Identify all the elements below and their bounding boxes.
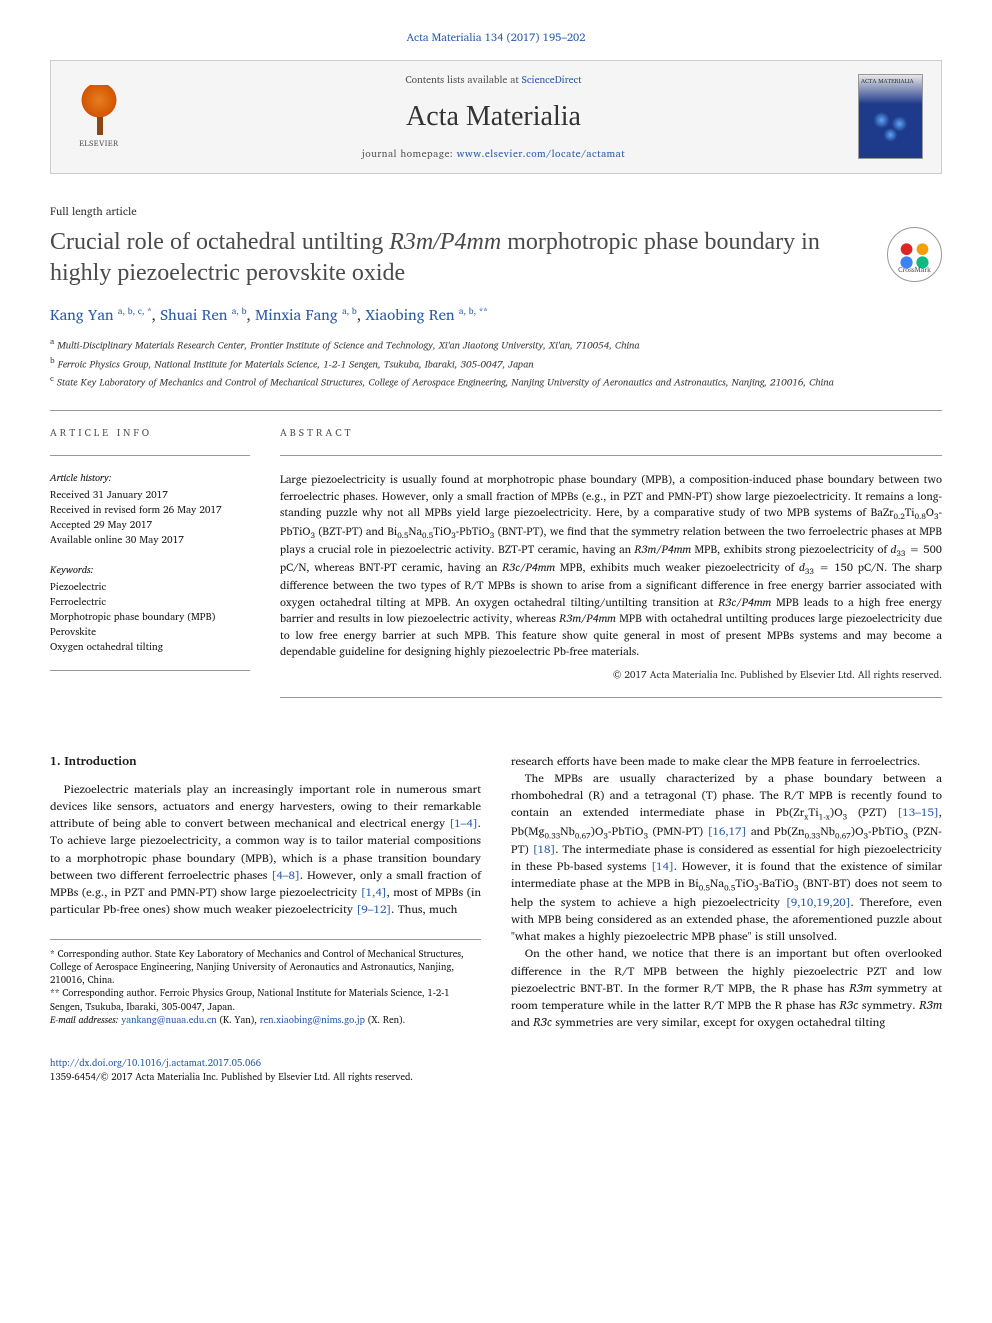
section-heading: 1. Introduction — [50, 753, 481, 771]
contents-prefix: Contents lists available at — [405, 72, 521, 88]
history-block: Article history: Received 31 January 201… — [50, 471, 250, 548]
doi-link[interactable]: http://dx.doi.org/10.1016/j.actamat.2017… — [50, 1056, 261, 1071]
affiliations: a Multi-Disciplinary Materials Research … — [50, 335, 942, 390]
abstract-column: ABSTRACT Large piezoelectricity is usual… — [280, 426, 942, 712]
authors: Kang Yan a, b, c, *, Shuai Ren a, b, Min… — [50, 304, 942, 325]
journal-banner: ELSEVIER Contents lists available at Sci… — [50, 60, 942, 173]
body-paragraph: The MPBs are usually characterized by a … — [511, 770, 942, 946]
abstract-header: ABSTRACT — [280, 426, 942, 440]
ref-link[interactable]: [9–12] — [356, 900, 391, 919]
author-link[interactable]: Xiaobing Ren — [365, 302, 454, 327]
email-who: (X. Ren). — [368, 1013, 405, 1028]
keyword: Morphotropic phase boundary (MPB) — [50, 610, 250, 625]
divider — [50, 670, 250, 671]
article-type: Full length article — [50, 204, 942, 219]
issn-copyright: 1359-6454/© 2017 Acta Materialia Inc. Pu… — [50, 1070, 413, 1085]
ref-link[interactable]: [4–8] — [271, 866, 299, 885]
author-link[interactable]: Kang Yan — [50, 302, 114, 327]
author-aff: a, b, c, * — [118, 303, 152, 318]
footnotes: * Corresponding author. State Key Labora… — [50, 939, 481, 1028]
affiliation-text: Ferroic Physics Group, National Institut… — [58, 356, 534, 372]
history-label: Article history: — [50, 471, 250, 486]
homepage-prefix: journal homepage: — [362, 146, 457, 162]
email-link[interactable]: ren.xiaobing@nims.go.jp — [260, 1013, 365, 1028]
divider — [280, 455, 942, 456]
crossmark-label: CrossMark — [898, 266, 931, 276]
author-aff: a, b, ** — [459, 303, 488, 318]
ref-link[interactable]: [13–15] — [897, 803, 938, 822]
body-paragraph: Piezoelectric materials play an increasi… — [50, 781, 481, 919]
ref-link[interactable]: [14] — [651, 857, 674, 876]
citation-header: Acta Materialia 134 (2017) 195–202 — [50, 30, 942, 45]
journal-name: Acta Materialia — [149, 97, 838, 136]
keyword: Perovskite — [50, 625, 250, 640]
elsevier-logo: ELSEVIER — [69, 82, 129, 152]
title-row: Crucial role of octahedral untilting R3m… — [50, 227, 942, 289]
homepage-line: journal homepage: www.elsevier.com/locat… — [149, 147, 838, 161]
keyword: Piezoelectric — [50, 580, 250, 595]
contents-line: Contents lists available at ScienceDirec… — [149, 73, 838, 87]
title-part-1: Crucial role of octahedral untilting — [50, 229, 389, 255]
keyword: Ferroelectric — [50, 595, 250, 610]
body-columns: 1. Introduction Piezoelectric materials … — [50, 753, 942, 1032]
ref-link[interactable]: [9,10,19,20] — [786, 893, 851, 912]
banner-center: Contents lists available at ScienceDirec… — [149, 73, 838, 160]
affiliation-a: a Multi-Disciplinary Materials Research … — [50, 335, 942, 353]
affiliation-text: Multi-Disciplinary Materials Research Ce… — [57, 338, 639, 354]
received-date: Received 31 January 2017 — [50, 488, 250, 503]
article-info-header: ARTICLE INFO — [50, 426, 250, 440]
affiliation-b: b Ferroic Physics Group, National Instit… — [50, 354, 942, 372]
footnote-corresponding-2: ** Corresponding author. Ferroic Physics… — [50, 987, 481, 1014]
email-label: E-mail addresses: — [50, 1013, 118, 1028]
ref-link[interactable]: [1,4] — [361, 883, 387, 902]
page-footer: http://dx.doi.org/10.1016/j.actamat.2017… — [50, 1057, 942, 1086]
ref-link[interactable]: [1–4] — [449, 814, 477, 833]
email-who: (K. Yan), — [219, 1013, 256, 1028]
divider — [280, 697, 942, 698]
title-part-italic: R3m/P4mm — [389, 229, 501, 255]
footnote-emails: E-mail addresses: yankang@nuaa.edu.cn (K… — [50, 1014, 481, 1027]
ref-link[interactable]: [16,17] — [708, 822, 747, 841]
homepage-link[interactable]: www.elsevier.com/locate/actamat — [457, 146, 626, 162]
accepted-date: Accepted 29 May 2017 — [50, 518, 250, 533]
body-paragraph: research efforts have been made to make … — [511, 753, 942, 770]
body-paragraph: On the other hand, we notice that there … — [511, 945, 942, 1031]
keyword: Oxygen octahedral tilting — [50, 640, 250, 655]
abstract-text: Large piezoelectricity is usually found … — [280, 471, 942, 659]
author-link[interactable]: Shuai Ren — [160, 302, 227, 327]
footnote-corresponding-1: * Corresponding author. State Key Labora… — [50, 948, 481, 988]
author-link[interactable]: Minxia Fang — [255, 302, 338, 327]
affiliation-text: State Key Laboratory of Mechanics and Co… — [57, 374, 834, 390]
article-title: Crucial role of octahedral untilting R3m… — [50, 227, 867, 289]
ref-link[interactable]: [18] — [533, 840, 556, 859]
divider — [50, 410, 942, 411]
affiliation-c: c State Key Laboratory of Mechanics and … — [50, 372, 942, 390]
elsevier-tree-icon — [74, 85, 124, 135]
author-aff: a, b — [232, 303, 247, 318]
keywords-label: Keywords: — [50, 563, 250, 578]
abstract-copyright: © 2017 Acta Materialia Inc. Published by… — [280, 668, 942, 682]
keywords-block: Keywords: Piezoelectric Ferroelectric Mo… — [50, 563, 250, 655]
email-link[interactable]: yankang@nuaa.edu.cn — [121, 1013, 216, 1028]
body-column-left: 1. Introduction Piezoelectric materials … — [50, 753, 481, 1032]
author-aff: a, b — [342, 303, 357, 318]
sciencedirect-link[interactable]: ScienceDirect — [522, 72, 582, 88]
revised-date: Received in revised form 26 May 2017 — [50, 503, 250, 518]
body-column-right: research efforts have been made to make … — [511, 753, 942, 1032]
online-date: Available online 30 May 2017 — [50, 533, 250, 548]
journal-cover-thumbnail: ACTA MATERIALIA — [858, 74, 923, 159]
info-abstract-row: ARTICLE INFO Article history: Received 3… — [50, 426, 942, 712]
crossmark-badge[interactable]: CrossMark — [887, 227, 942, 282]
divider — [50, 455, 250, 456]
article-info-column: ARTICLE INFO Article history: Received 3… — [50, 426, 250, 712]
elsevier-label: ELSEVIER — [79, 138, 119, 149]
